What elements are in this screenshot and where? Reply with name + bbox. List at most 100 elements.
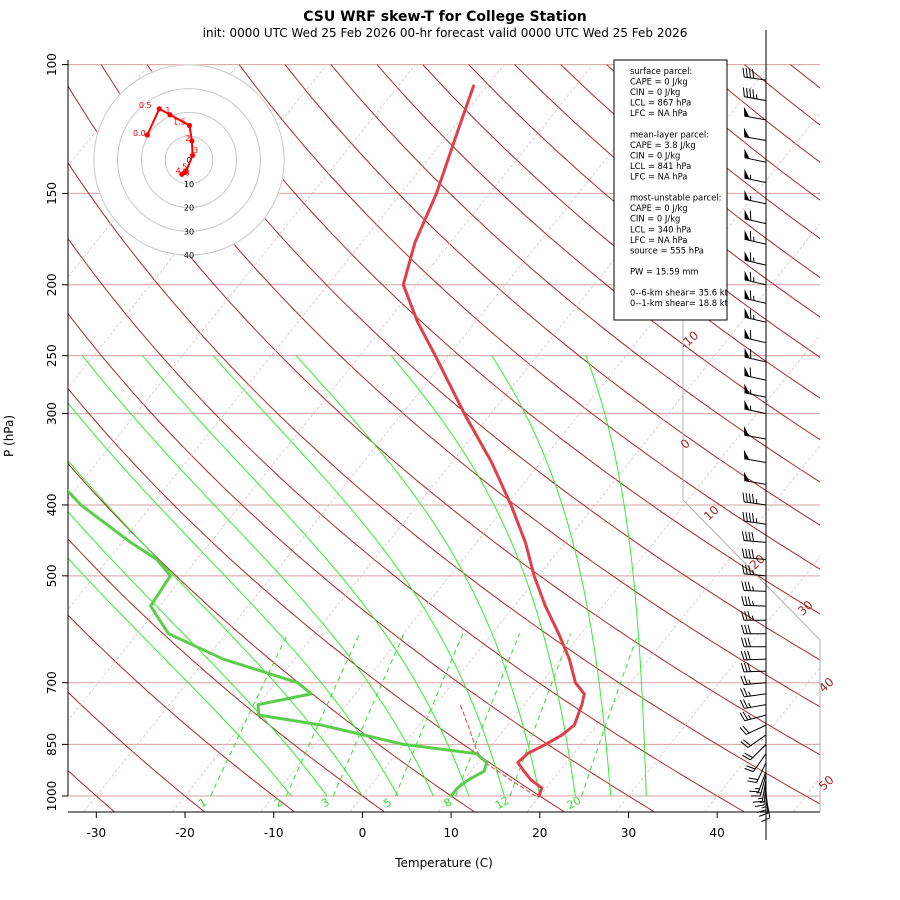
hodograph-height-label: 1.5 (173, 117, 186, 126)
moist-adiabat-line (491, 355, 612, 797)
wind-barb (741, 624, 766, 635)
wind-barb (747, 762, 767, 783)
dry-adiabat-line (376, 64, 820, 441)
stats-line: PW = 15.59 mm (630, 266, 699, 276)
dry-adiabat-line (698, 64, 820, 163)
stats-line: LCL = 340 hPa (630, 224, 691, 234)
dry-adiabat-line (422, 64, 820, 399)
hodograph-ring-label: 30 (184, 227, 194, 236)
dry-adiabat-line (68, 84, 820, 756)
hodograph-point (144, 132, 150, 138)
wind-barb (744, 347, 767, 363)
dry-adiabat-line (68, 538, 385, 812)
isotherm-label: -10 (677, 328, 701, 352)
axes: -30 -20 -10 0 10 20 30 401001502002503004005007… (45, 53, 725, 840)
parcel-stats-box: surface parcel:CAPE = 0 J/kg CIN = 0 J/kg… (613, 59, 729, 321)
mixing-ratio-line (581, 633, 639, 797)
hodograph-point (189, 152, 196, 158)
dry-adiabat-line (330, 64, 820, 483)
stats-box-frame (613, 59, 728, 321)
wind-barb (742, 67, 767, 81)
mixing-ratio-line (285, 633, 360, 797)
parcel-trace-line (459, 704, 536, 797)
wind-barb (744, 230, 767, 245)
dewpoint-trace-line (68, 488, 489, 798)
wind-barb (743, 471, 767, 485)
hodograph-point (186, 122, 193, 129)
wind-barb (741, 596, 767, 607)
isotherm-line (68, 64, 505, 611)
wind-barb (750, 774, 767, 797)
mixing-ratio-label: 3 (319, 796, 332, 811)
wind-barb (740, 734, 767, 748)
y-tick-label: 150 (45, 182, 59, 205)
moist-adiabat-line (68, 557, 292, 797)
y-tick-label: 500 (45, 564, 59, 587)
x-tick-label: -20 (175, 826, 195, 840)
hodograph-ring (164, 135, 214, 185)
stats-line: most-unstable parcel: (630, 193, 721, 203)
wind-barb (744, 251, 767, 266)
hodograph-point (183, 168, 189, 175)
hodograph-ring-label: 20 (184, 204, 194, 213)
sounding-profiles (68, 84, 586, 798)
isotherm-line (83, 64, 682, 812)
y-tick-label: 850 (45, 733, 59, 756)
stats-line: LCL = 867 hPa (630, 98, 691, 108)
isotherm-line (793, 777, 820, 812)
stats-line: LCL = 841 hPa (630, 161, 691, 171)
stats-line: mean-layer parcel: (630, 129, 709, 139)
wind-barb (740, 662, 767, 673)
hodograph-point (156, 106, 162, 112)
wind-barb (741, 548, 767, 561)
isotherm-line (68, 64, 593, 722)
hodograph-height-label: 4 (176, 166, 181, 175)
moist-adiabat-line (585, 355, 647, 796)
y-axis-label: P (hPa) (2, 415, 16, 457)
wind-barb (742, 87, 767, 102)
wind-barb (741, 531, 767, 543)
y-tick-label: 400 (45, 493, 59, 516)
chart-subtitle: init: 0000 UTC Wed 25 Feb 2026 00-hr for… (203, 26, 688, 40)
x-tick-label: 40 (710, 826, 725, 840)
mixing-ratio-label: 12 (493, 794, 512, 812)
hodograph-point (167, 112, 173, 118)
stats-line: CIN = 0 J/kg (630, 150, 680, 160)
wind-barb (744, 270, 767, 286)
x-tick-label: 0 (359, 826, 367, 840)
isotherm-label: 40 (816, 675, 837, 696)
x-tick-label: -30 (86, 826, 106, 840)
dry-adiabat-line (68, 462, 475, 812)
x-axis-label: Temperature (C) (394, 856, 493, 870)
isotherm-line (261, 112, 820, 812)
hodograph-ring-label: 40 (184, 251, 194, 260)
moist-adiabat-line (68, 402, 399, 797)
stats-line: surface parcel: (630, 66, 692, 76)
wind-barb (749, 771, 767, 793)
hodograph-height-label: 1 (165, 106, 170, 115)
hodograph-ring (140, 111, 238, 209)
stats-line: LFC = NA hPa (630, 235, 687, 245)
moist-adiabat-line (390, 355, 576, 797)
y-tick-label: 100 (45, 53, 59, 76)
hodograph-height-label: 0.5 (139, 101, 152, 110)
isotherm-label: 10 (701, 503, 722, 524)
stats-line: CAPE = 0 J/kg (630, 77, 688, 87)
wind-barb (744, 308, 767, 323)
stats-line: CAPE = 3.8 J/kg (630, 140, 696, 150)
hodograph-height-label: 2 (185, 134, 190, 143)
wind-barb (739, 699, 767, 709)
stats-line: source = 555 hPa (630, 245, 704, 255)
wind-barb (744, 366, 767, 381)
wind-barb (741, 637, 766, 648)
y-tick-label: 200 (45, 273, 59, 296)
dry-adiabat-line (192, 64, 820, 615)
wind-barb (744, 328, 767, 344)
stats-line: LFC = NA hPa (630, 172, 687, 182)
y-tick-label: 700 (45, 671, 59, 694)
stats-line: LFC = NA hPa (630, 108, 687, 118)
hodograph-point (189, 138, 195, 144)
wind-barb-column (739, 30, 771, 840)
hodograph-ring-label: 0 (186, 156, 191, 165)
mixing-ratio-line (332, 633, 405, 797)
